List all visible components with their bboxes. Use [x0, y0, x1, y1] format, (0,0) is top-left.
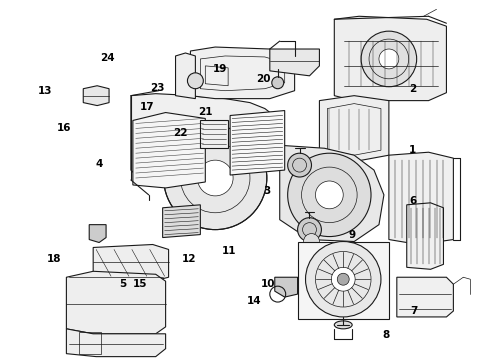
Text: 23: 23 — [150, 83, 165, 93]
Text: 2: 2 — [409, 84, 416, 94]
Text: 4: 4 — [96, 159, 103, 169]
Polygon shape — [163, 205, 200, 238]
Text: 9: 9 — [348, 230, 356, 240]
Text: 5: 5 — [119, 279, 126, 289]
Circle shape — [379, 49, 399, 69]
Text: 10: 10 — [261, 279, 275, 289]
Polygon shape — [397, 277, 453, 317]
Text: 16: 16 — [57, 123, 72, 133]
Polygon shape — [175, 53, 196, 99]
Polygon shape — [133, 113, 205, 188]
Circle shape — [197, 160, 233, 196]
Polygon shape — [83, 86, 109, 105]
Text: 21: 21 — [198, 107, 212, 117]
Polygon shape — [66, 329, 166, 357]
Polygon shape — [66, 271, 166, 334]
Text: 8: 8 — [382, 330, 390, 341]
Text: 12: 12 — [182, 253, 196, 264]
Circle shape — [316, 181, 343, 209]
Circle shape — [331, 267, 355, 291]
Text: 1: 1 — [409, 145, 416, 155]
Polygon shape — [230, 111, 285, 175]
Circle shape — [297, 218, 321, 242]
Circle shape — [164, 126, 267, 230]
Circle shape — [361, 31, 416, 87]
Circle shape — [288, 153, 312, 177]
Text: 17: 17 — [140, 102, 154, 112]
Circle shape — [303, 234, 319, 249]
Polygon shape — [270, 49, 319, 76]
Text: 20: 20 — [256, 74, 271, 84]
Polygon shape — [200, 121, 228, 148]
Text: 6: 6 — [409, 197, 416, 206]
Polygon shape — [89, 225, 106, 243]
Circle shape — [272, 77, 284, 89]
Polygon shape — [280, 145, 384, 242]
Text: 11: 11 — [222, 247, 237, 256]
Text: 24: 24 — [100, 53, 115, 63]
Text: 22: 22 — [173, 128, 188, 138]
Text: 19: 19 — [213, 64, 227, 73]
Polygon shape — [131, 94, 282, 185]
Circle shape — [337, 273, 349, 285]
Polygon shape — [93, 244, 169, 281]
Text: 3: 3 — [263, 186, 270, 196]
Polygon shape — [297, 242, 389, 319]
Polygon shape — [275, 277, 297, 297]
Text: 13: 13 — [37, 86, 52, 96]
Text: 14: 14 — [246, 296, 261, 306]
Circle shape — [302, 261, 322, 281]
Circle shape — [306, 242, 381, 317]
Circle shape — [288, 153, 371, 237]
Text: 15: 15 — [133, 279, 147, 289]
Ellipse shape — [334, 321, 352, 329]
Text: 7: 7 — [411, 306, 418, 316]
Text: 18: 18 — [47, 253, 62, 264]
Polygon shape — [407, 203, 443, 269]
Polygon shape — [191, 47, 294, 99]
Polygon shape — [334, 16, 446, 100]
Circle shape — [188, 73, 203, 89]
Polygon shape — [389, 152, 453, 244]
Polygon shape — [319, 96, 389, 162]
